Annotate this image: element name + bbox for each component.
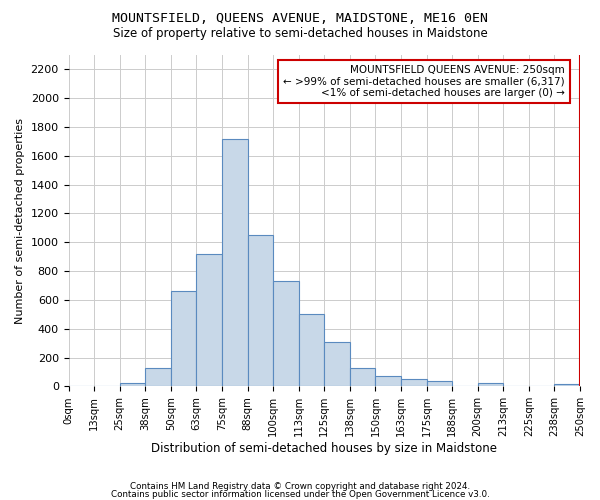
Bar [427, 380, 452, 386]
Bar [273, 281, 299, 386]
Text: Contains HM Land Registry data © Crown copyright and database right 2024.: Contains HM Land Registry data © Crown c… [130, 482, 470, 491]
Bar [248, 235, 273, 386]
Bar [554, 384, 580, 386]
Bar [145, 368, 171, 386]
Bar [119, 382, 145, 386]
Y-axis label: Number of semi-detached properties: Number of semi-detached properties [15, 118, 25, 324]
Bar [324, 342, 350, 386]
Text: Size of property relative to semi-detached houses in Maidstone: Size of property relative to semi-detach… [113, 28, 487, 40]
Bar [196, 254, 222, 386]
Bar [299, 314, 324, 386]
Text: MOUNTSFIELD QUEENS AVENUE: 250sqm
← >99% of semi-detached houses are smaller (6,: MOUNTSFIELD QUEENS AVENUE: 250sqm ← >99%… [283, 65, 565, 98]
Text: MOUNTSFIELD, QUEENS AVENUE, MAIDSTONE, ME16 0EN: MOUNTSFIELD, QUEENS AVENUE, MAIDSTONE, M… [112, 12, 488, 26]
Bar [171, 292, 196, 386]
Bar [401, 379, 427, 386]
Text: Contains public sector information licensed under the Open Government Licence v3: Contains public sector information licen… [110, 490, 490, 499]
Bar [350, 368, 376, 386]
Bar [376, 376, 401, 386]
X-axis label: Distribution of semi-detached houses by size in Maidstone: Distribution of semi-detached houses by … [151, 442, 497, 455]
Bar [478, 382, 503, 386]
Bar [222, 138, 248, 386]
